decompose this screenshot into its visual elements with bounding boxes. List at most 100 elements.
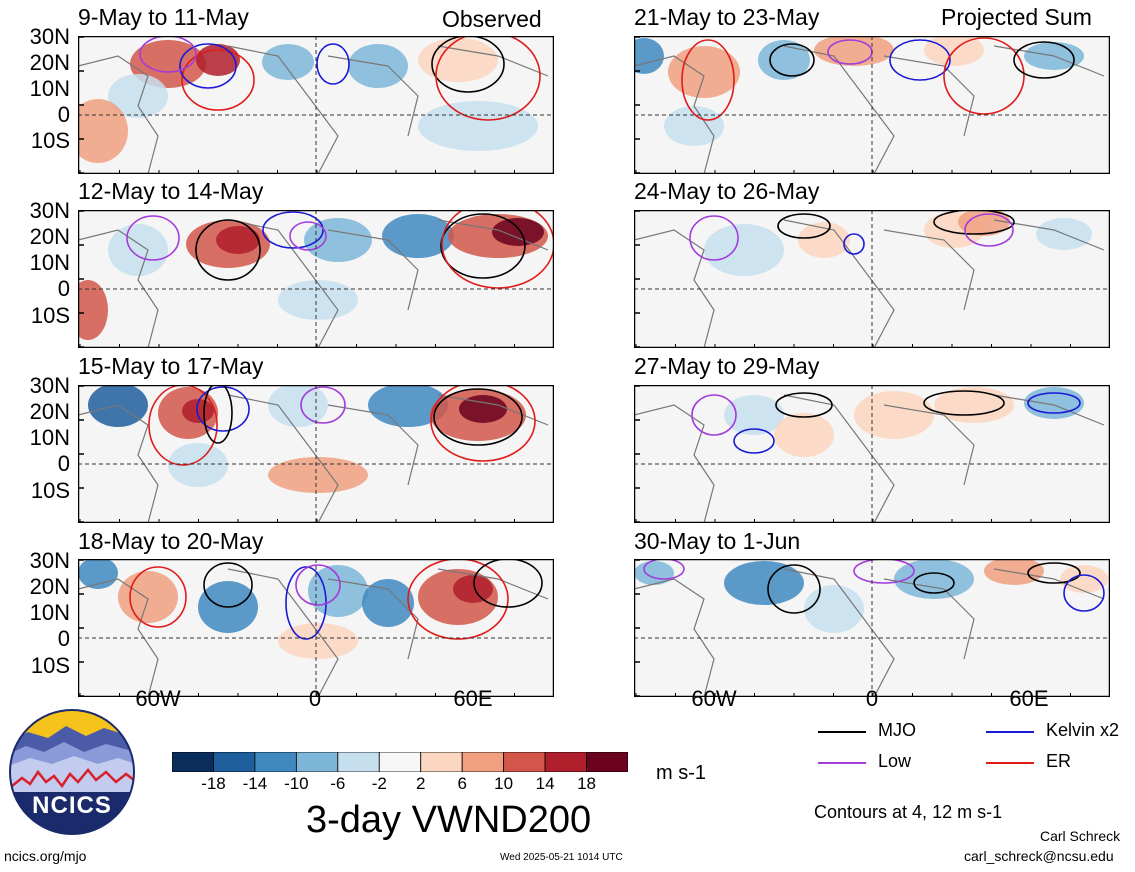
wave-contour [853, 559, 915, 584]
anomaly-shading [108, 74, 168, 118]
anomaly-shading [262, 44, 314, 80]
wave-contour [435, 36, 541, 121]
anomaly-shading [362, 579, 414, 627]
contours-note: Contours at 4, 12 m s-1 [814, 802, 1003, 822]
lat-label-10n: 10N [29, 600, 70, 625]
anomaly-shading [1060, 565, 1108, 593]
lat-label-30n: 30N [29, 548, 70, 573]
anomaly-shading [348, 44, 408, 88]
wave-contour [300, 386, 346, 424]
wave-contour [289, 221, 327, 251]
anomaly-shading [804, 585, 864, 633]
lon-label-0-right: 0 [865, 686, 879, 711]
wave-contour [129, 566, 187, 628]
anomaly-shading [78, 280, 108, 340]
lat-label-eq: 0 [57, 626, 70, 651]
anomaly-shading [634, 561, 674, 585]
colorbar-swatch [586, 752, 628, 772]
lon-label-60w-left: 60W [135, 686, 181, 711]
wave-contour [196, 386, 250, 432]
colorbar-tick-label: 18 [577, 774, 596, 793]
colorbar-tick-label: 10 [494, 774, 514, 793]
anomaly-shading [724, 395, 784, 435]
colorbar-tick-label: -18 [201, 774, 226, 793]
wave-contour [440, 213, 526, 279]
lat-label-10s: 10S [30, 303, 70, 328]
anomaly-shading [196, 44, 240, 76]
colorbar-tick-label: 14 [535, 774, 555, 793]
wave-contour [195, 219, 261, 281]
lat-label-20n: 20N [29, 399, 70, 424]
timestamp: Wed 2025-05-21 1014 UTC [500, 852, 623, 863]
colorbar-swatch [254, 752, 297, 772]
anomaly-shading [182, 399, 214, 423]
colorbar-tick-label: -2 [371, 774, 387, 793]
lon-label-0-left: 0 [308, 686, 322, 711]
lat-label-30n: 30N [29, 373, 70, 398]
wave-contour [769, 43, 815, 77]
colorbar-swatch [172, 752, 214, 772]
legend-swatch-mjo [818, 731, 866, 733]
colorbar-swatch [295, 752, 339, 772]
wave-contour [1013, 41, 1075, 79]
legend-swatch-kelvin [986, 731, 1034, 733]
lat-label-20n: 20N [29, 224, 70, 249]
map-panel-right-2 [634, 210, 1110, 348]
anomaly-shading [453, 575, 493, 603]
projected-label: Projected Sum [941, 4, 1092, 30]
map-panel-right-4 [634, 559, 1110, 697]
wave-contour [441, 210, 554, 289]
anomaly-shading [724, 561, 804, 605]
panel-title-right-2: 24-May to 26-May [634, 178, 820, 204]
wave-contour [733, 428, 775, 454]
legend-label-mjo: MJO [878, 720, 916, 740]
wave-contour [843, 233, 865, 255]
anomaly-shading [668, 46, 740, 98]
anomaly-shading [268, 385, 328, 427]
wave-contour [933, 210, 1015, 235]
anomaly-shading [1024, 387, 1084, 419]
map-panel-left-4 [78, 559, 554, 697]
wave-contour [1027, 562, 1081, 584]
legend-label-low: Low [878, 751, 912, 771]
site-link[interactable]: ncics.org/mjo [4, 848, 87, 864]
wave-contour [430, 385, 536, 462]
lat-label-10s: 10S [30, 653, 70, 678]
anomaly-shading [634, 38, 664, 74]
wave-contour [964, 213, 1014, 247]
wave-contour [689, 215, 739, 261]
anomaly-shading [798, 222, 850, 258]
anomaly-shading [118, 571, 178, 623]
logo-text: NCICS [32, 792, 112, 819]
coastlines [78, 45, 549, 174]
anomaly-shading [958, 210, 1010, 236]
wave-contour [473, 559, 543, 608]
panel-title-left-3: 15-May to 17-May [78, 353, 264, 379]
wave-contour [691, 394, 737, 436]
anomaly-shading [492, 218, 544, 246]
lat-label-10n: 10N [29, 250, 70, 275]
anomaly-shading [268, 457, 368, 493]
colorbar-swatch [544, 752, 587, 772]
panel-title-right-3: 27-May to 29-May [634, 353, 820, 379]
anomaly-shading [88, 385, 148, 427]
colorbar-tick-label: 2 [415, 774, 426, 793]
wave-contour [943, 37, 1025, 115]
map-panel-right-3 [634, 385, 1110, 523]
coastlines [78, 219, 549, 348]
anomaly-shading [216, 226, 260, 254]
map-panel-left-3 [78, 385, 554, 523]
chart-title: 3-day VWND200 [306, 799, 592, 841]
lat-label-eq: 0 [57, 276, 70, 301]
wave-contour [775, 392, 833, 418]
panel-title-right-4: 30-May to 1-Jun [634, 528, 801, 554]
coastlines [634, 394, 1105, 523]
anomaly-shading [278, 280, 358, 320]
colorbar-swatch [337, 752, 380, 772]
panel-title-left-1: 9-May to 11-May [78, 4, 249, 30]
author-email[interactable]: carl_schreck@ncsu.edu [964, 848, 1114, 864]
legend-swatch-low [818, 762, 866, 764]
lat-label-10n: 10N [29, 76, 70, 101]
colorbar-tick-label: -6 [330, 774, 346, 793]
wave-contour [681, 39, 735, 121]
